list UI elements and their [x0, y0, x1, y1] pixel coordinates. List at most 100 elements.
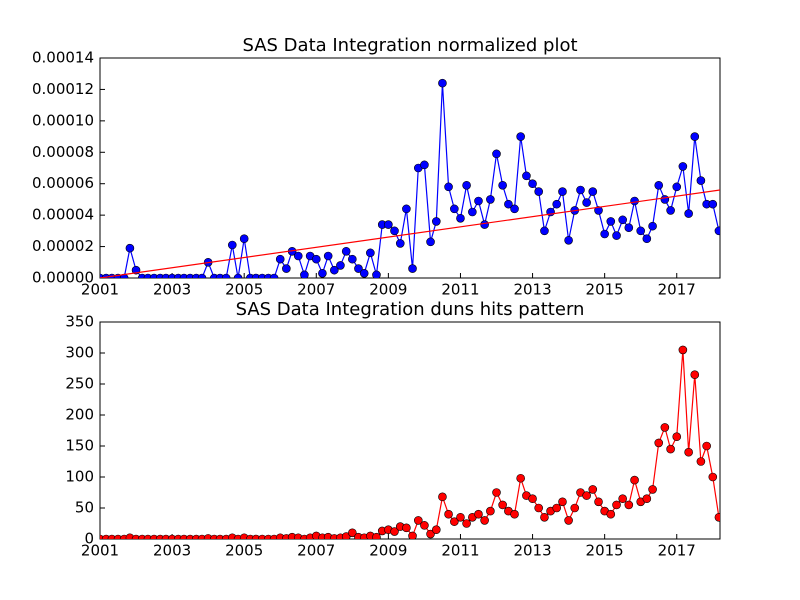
data-point [504, 199, 513, 209]
y-tick-label: 0.00004 [32, 206, 94, 224]
data-point [438, 492, 447, 502]
y-tick-label: 50 [75, 499, 94, 517]
data-point [444, 182, 453, 192]
data-point [672, 432, 682, 442]
x-tick-label: 2015 [586, 542, 624, 560]
data-point [318, 268, 327, 278]
data-point [684, 209, 693, 218]
data-point [684, 447, 693, 457]
data-point [474, 509, 483, 519]
data-point [498, 180, 507, 190]
x-tick-label: 2003 [153, 542, 191, 560]
data-point [642, 234, 652, 244]
data-point [420, 521, 429, 530]
data-point [227, 240, 237, 250]
chart-title: SAS Data Integration duns hits pattern [236, 299, 585, 320]
data-point [516, 132, 525, 141]
data-point [480, 516, 489, 525]
x-tick-label: 2007 [297, 281, 335, 299]
y-tick-label: 0.00006 [32, 174, 94, 192]
data-point [528, 494, 537, 504]
data-point [432, 525, 441, 535]
data-point [492, 488, 501, 497]
data-point [486, 195, 495, 204]
data-point [690, 370, 700, 380]
data-point [630, 196, 639, 206]
data-point [564, 235, 573, 245]
data-point [275, 254, 285, 264]
data-point [221, 273, 231, 278]
data-point [474, 196, 483, 206]
data-point [462, 180, 471, 190]
data-point [654, 180, 664, 190]
data-point [558, 497, 567, 507]
data-point [468, 207, 477, 217]
data-point [492, 149, 501, 159]
data-point [594, 206, 603, 215]
data-point [522, 171, 531, 181]
plot-frame [99, 57, 721, 279]
y-tick-label: 250 [65, 375, 94, 393]
data-point [534, 503, 543, 513]
data-point [552, 503, 562, 513]
y-tick-label: 300 [65, 344, 94, 362]
x-tick-label: 2017 [658, 542, 696, 560]
data-point [540, 226, 549, 236]
data-point [594, 497, 603, 507]
data-point [293, 251, 303, 261]
data-point [395, 239, 405, 248]
data-point [660, 195, 670, 204]
data-point [432, 217, 441, 226]
data-point [348, 254, 357, 264]
data-point [450, 204, 459, 214]
y-tick-label: 0.00008 [32, 143, 94, 161]
x-tick-label: 2017 [658, 281, 696, 299]
y-tick-label: 350 [65, 313, 94, 331]
x-tick-label: 2009 [369, 542, 407, 560]
data-point [690, 132, 700, 141]
data-point [498, 500, 507, 510]
data-point [588, 485, 598, 494]
chart-title: SAS Data Integration normalized plot [242, 35, 577, 56]
data-point [552, 199, 562, 209]
data-point [642, 494, 652, 504]
x-tick-label: 2005 [225, 542, 263, 560]
data-point [462, 519, 471, 528]
data-point [372, 270, 381, 278]
data-point [341, 246, 351, 256]
data-point [354, 264, 363, 273]
data-point [672, 182, 682, 192]
data-point [558, 187, 567, 196]
data-point [426, 237, 435, 247]
data-point [372, 532, 381, 539]
data-point [624, 223, 634, 233]
data-point [413, 516, 423, 525]
data-point [510, 204, 519, 214]
y-tick-label: 0.00002 [32, 237, 94, 255]
data-point [528, 179, 537, 189]
data-point [197, 273, 207, 278]
data-point [330, 265, 339, 275]
data-point [624, 500, 634, 510]
data-point [582, 491, 591, 500]
data-point [696, 176, 706, 185]
data-point [576, 185, 585, 195]
trend-line [100, 189, 720, 278]
data-point [486, 506, 495, 516]
data-point [606, 217, 616, 226]
data-point [510, 509, 519, 519]
x-tick-label: 2013 [513, 281, 551, 299]
data-point [456, 512, 465, 522]
data-point [233, 273, 243, 278]
data-point [612, 500, 621, 510]
data-point [444, 509, 453, 519]
x-tick-label: 2001 [81, 542, 119, 560]
data-point [390, 226, 399, 236]
data-point [300, 270, 309, 278]
y-tick-label: 0.00010 [32, 111, 94, 129]
series-line [100, 349, 720, 539]
data-point [480, 220, 489, 229]
y-tick-label: 0.00014 [32, 49, 94, 67]
x-tick-label: 2005 [225, 281, 263, 299]
